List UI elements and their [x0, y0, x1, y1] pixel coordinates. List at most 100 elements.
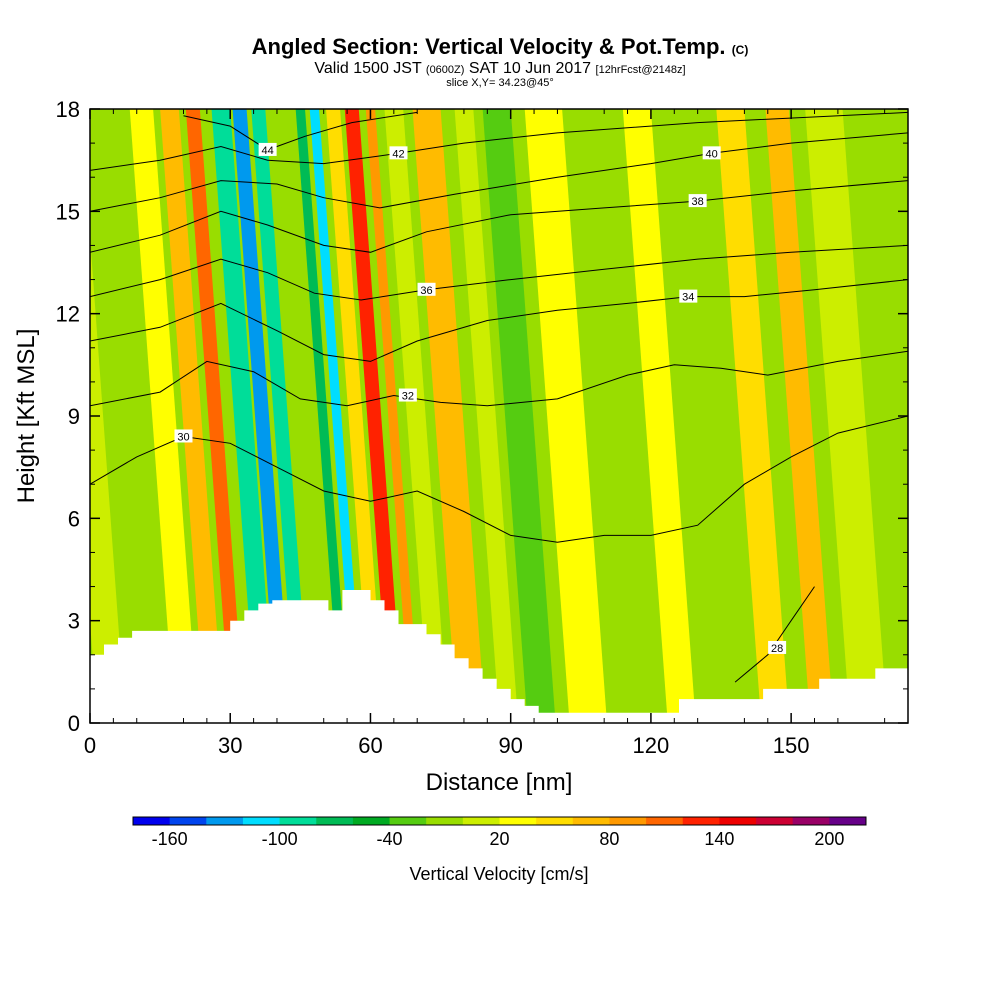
y-tick-label-15: 15 — [56, 199, 80, 224]
velocity-band-22 — [716, 109, 790, 723]
colorbar-frame — [132, 816, 867, 826]
contour-label-bg-32 — [398, 388, 417, 402]
pot-temp-contour-28 — [734, 586, 815, 683]
y-axis-title: Height [Kft MSL] — [13, 329, 40, 504]
x-tick-label-60: 60 — [358, 733, 382, 758]
velocity-band-3 — [160, 109, 224, 723]
velocity-band-8 — [274, 109, 334, 723]
velocity-band-5 — [211, 109, 276, 723]
pot-temp-contour-32 — [90, 350, 908, 407]
velocity-band-18 — [524, 109, 607, 723]
colorbar-label-200: 200 — [814, 829, 844, 849]
contour-labels: 28 30 32 34 36 38 40 42 44 — [174, 142, 787, 655]
velocity-band-4 — [185, 109, 245, 723]
colorbar: -160 -100 -40 20 80 140 200 — [132, 816, 867, 849]
y-tick-label-0: 0 — [68, 711, 80, 736]
velocity-band-24 — [805, 109, 888, 723]
colorbar-title: Vertical Velocity [cm/s] — [409, 864, 588, 884]
velocity-band-11 — [326, 109, 385, 723]
pot-temp-contour-34 — [90, 279, 908, 362]
velocity-band-19 — [576, 109, 650, 723]
contour-label-bg-42 — [389, 146, 408, 160]
velocity-band-2 — [129, 109, 198, 723]
contour-label-40: 40 — [706, 148, 718, 160]
velocity-band-9 — [295, 109, 350, 723]
colorbar-swatch-0 — [133, 817, 171, 825]
x-tick-label-90: 90 — [498, 733, 522, 758]
velocity-band-21 — [669, 109, 743, 723]
terrain-fill — [90, 590, 908, 723]
contour-label-42: 42 — [392, 148, 404, 160]
pot-temp-contour-44 — [183, 111, 418, 151]
colorbar-swatch-14 — [646, 817, 684, 825]
terrain — [90, 590, 908, 723]
y-tick-label-9: 9 — [68, 404, 80, 429]
y-tick-label-18: 18 — [56, 97, 80, 122]
colorbar-label--100: -100 — [262, 829, 298, 849]
y-tick-label-6: 6 — [68, 506, 80, 531]
velocity-band-1 — [94, 109, 168, 723]
chart-title: Angled Section: Vertical Velocity & Pot.… — [251, 34, 749, 59]
slice-info: slice X,Y= 34.23@45° — [446, 77, 554, 89]
contour-label-30: 30 — [177, 431, 189, 443]
colorbar-swatch-1 — [169, 817, 207, 825]
colorbar-label--160: -160 — [152, 829, 188, 849]
colorbar-swatch-10 — [499, 817, 537, 825]
colorbar-label-80: 80 — [599, 829, 619, 849]
velocity-band-16 — [454, 109, 519, 723]
y-tick-label-12: 12 — [56, 302, 80, 327]
velocity-field — [90, 109, 908, 723]
contour-label-34: 34 — [682, 292, 694, 304]
pot-temp-contour-38 — [90, 180, 908, 253]
pot-temp-contours — [90, 111, 908, 683]
y-tick-label-3: 3 — [68, 609, 80, 634]
colorbar-swatch-9 — [462, 817, 500, 825]
x-tick-label-0: 0 — [84, 733, 96, 758]
colorbar-swatch-2 — [206, 817, 244, 825]
colorbar-swatch-19 — [829, 817, 867, 825]
velocity-band-23 — [765, 109, 834, 723]
contour-label-bg-38 — [688, 194, 707, 208]
pot-temp-contour-36 — [90, 244, 908, 301]
x-axis-title: Distance [nm] — [426, 769, 573, 796]
velocity-band-15 — [412, 109, 486, 723]
colorbar-swatch-3 — [242, 817, 281, 825]
colorbar-swatch-16 — [719, 817, 757, 825]
colorbar-swatch-7 — [389, 817, 427, 825]
x-tick-label-120: 120 — [633, 733, 670, 758]
velocity-band-14 — [384, 109, 449, 723]
velocity-band-17 — [482, 109, 556, 723]
contour-label-44: 44 — [261, 145, 273, 157]
velocity-band-0 — [90, 236, 126, 723]
x-tick-label-30: 30 — [218, 733, 242, 758]
valid-time: Valid 1500 JST (0600Z) SAT 10 Jun 2017 [… — [314, 60, 686, 77]
colorbar-swatch-12 — [572, 817, 610, 825]
colorbar-swatch-15 — [682, 817, 720, 825]
colorbar-swatch-13 — [609, 817, 647, 825]
colorbar-swatch-6 — [352, 817, 391, 825]
velocity-band-13 — [365, 109, 421, 723]
contour-label-38: 38 — [692, 196, 704, 208]
colorbar-label--40: -40 — [377, 829, 403, 849]
contour-label-36: 36 — [420, 285, 432, 297]
colorbar-swatch-11 — [536, 817, 574, 825]
colorbar-swatch-5 — [316, 817, 354, 825]
contour-label-28: 28 — [771, 643, 783, 655]
contour-label-bg-28 — [768, 640, 787, 654]
colorbar-label-20: 20 — [489, 829, 509, 849]
contour-label-bg-40 — [702, 146, 721, 160]
x-tick-label-150: 150 — [773, 733, 810, 758]
colorbar-label-140: 140 — [704, 829, 734, 849]
contour-label-bg-30 — [174, 429, 193, 443]
velocity-band-7 — [251, 109, 311, 723]
pot-temp-contour-42 — [90, 111, 908, 171]
contour-label-bg-34 — [679, 289, 698, 303]
pot-temp-contour-30 — [90, 415, 908, 543]
contour-label-32: 32 — [402, 391, 414, 403]
velocity-band-12 — [344, 109, 404, 723]
colorbar-swatch-4 — [279, 817, 317, 825]
contour-label-bg-44 — [258, 142, 277, 156]
pot-temp-contour-40 — [90, 132, 908, 212]
